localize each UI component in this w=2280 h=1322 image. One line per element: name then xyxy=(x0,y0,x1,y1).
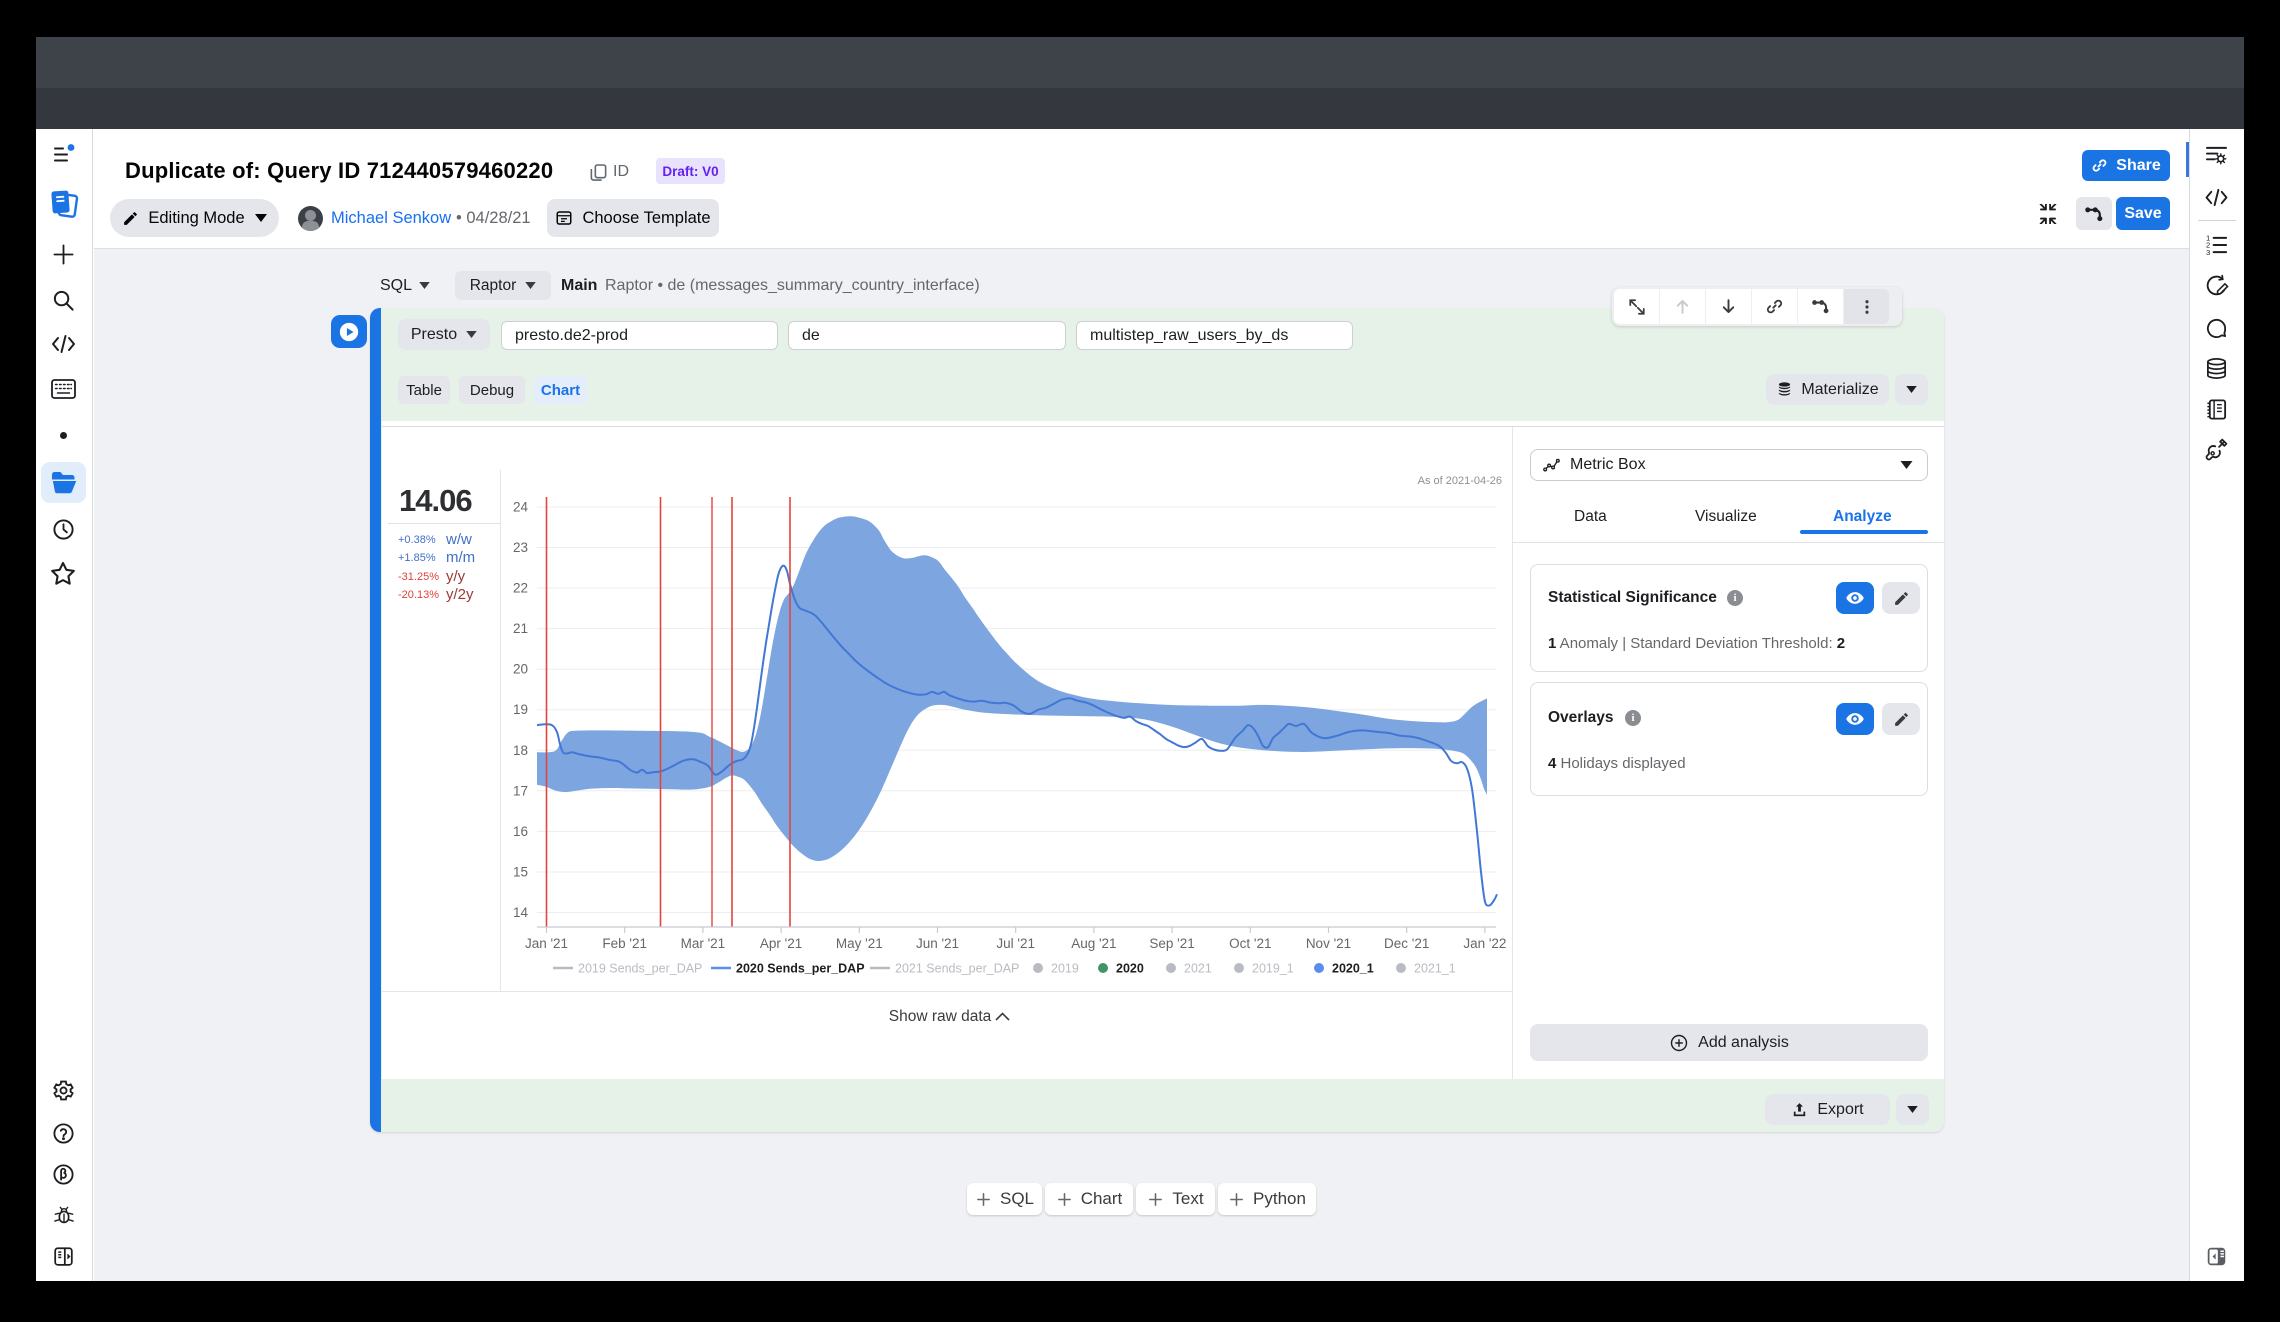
svg-text:16: 16 xyxy=(513,824,528,839)
svg-text:22: 22 xyxy=(513,581,528,596)
svg-text:15: 15 xyxy=(513,865,528,880)
svg-text:24: 24 xyxy=(513,500,529,515)
svg-text:Sep '21: Sep '21 xyxy=(1149,936,1194,951)
svg-text:Show raw data: Show raw data xyxy=(889,1008,992,1025)
svg-text:14: 14 xyxy=(513,905,529,920)
svg-text:Jan '21: Jan '21 xyxy=(525,936,568,951)
svg-text:Feb '21: Feb '21 xyxy=(602,936,647,951)
svg-text:Dec '21: Dec '21 xyxy=(1384,936,1429,951)
svg-text:2020 Sends_per_DAP: 2020 Sends_per_DAP xyxy=(736,962,865,976)
svg-text:As of 2021-04-26: As of 2021-04-26 xyxy=(1418,475,1502,487)
svg-text:Jul '21: Jul '21 xyxy=(996,936,1035,951)
svg-text:Mar '21: Mar '21 xyxy=(681,936,726,951)
svg-text:Oct '21: Oct '21 xyxy=(1229,936,1271,951)
svg-text:2021_1: 2021_1 xyxy=(1414,962,1456,976)
svg-text:20: 20 xyxy=(513,662,528,677)
svg-text:2019: 2019 xyxy=(1051,962,1079,976)
svg-text:2019_1: 2019_1 xyxy=(1252,962,1294,976)
svg-text:2021 Sends_per_DAP: 2021 Sends_per_DAP xyxy=(895,962,1019,976)
svg-text:Apr '21: Apr '21 xyxy=(760,936,802,951)
svg-text:May '21: May '21 xyxy=(836,936,883,951)
svg-text:Aug '21: Aug '21 xyxy=(1071,936,1116,951)
svg-text:18: 18 xyxy=(513,743,528,758)
svg-text:2021: 2021 xyxy=(1184,962,1212,976)
svg-text:2020_1: 2020_1 xyxy=(1332,962,1374,976)
svg-text:19: 19 xyxy=(513,702,528,717)
svg-text:21: 21 xyxy=(513,621,528,636)
svg-text:Nov '21: Nov '21 xyxy=(1306,936,1351,951)
svg-text:2019 Sends_per_DAP: 2019 Sends_per_DAP xyxy=(578,962,702,976)
svg-text:Jan '22: Jan '22 xyxy=(1463,936,1506,951)
svg-text:2: 2 xyxy=(2206,241,2210,250)
svg-text:3: 3 xyxy=(2206,248,2210,256)
svg-text:Jun '21: Jun '21 xyxy=(916,936,959,951)
svg-text:2020: 2020 xyxy=(1116,962,1144,976)
svg-text:1: 1 xyxy=(2206,234,2210,243)
svg-text:23: 23 xyxy=(513,540,528,555)
svg-text:17: 17 xyxy=(513,783,528,798)
